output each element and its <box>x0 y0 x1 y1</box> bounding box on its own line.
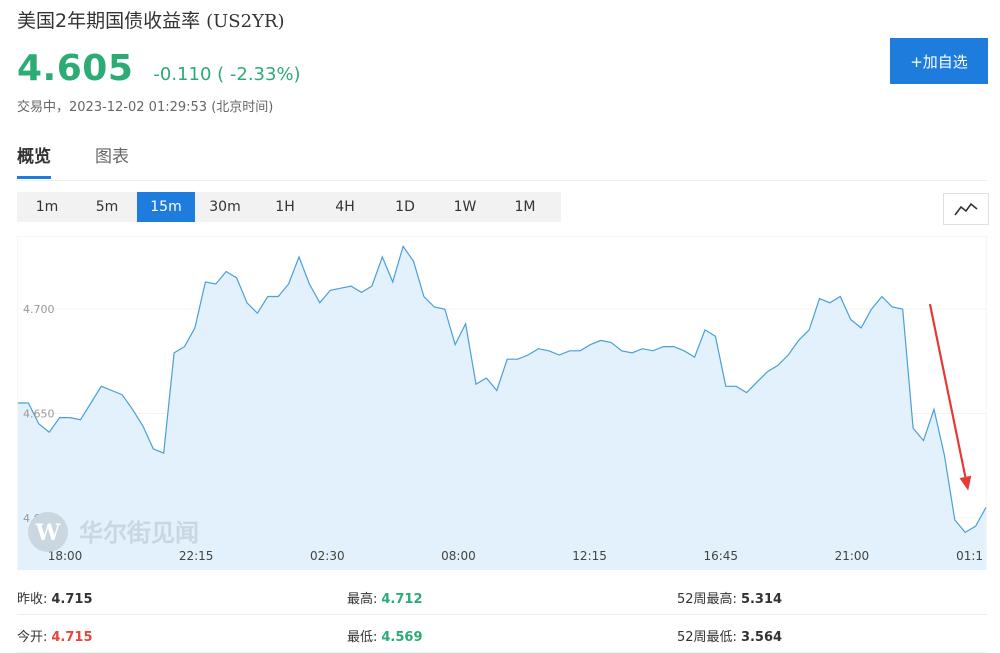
stat-value: 3.564 <box>740 630 783 645</box>
x-tick-label: 18:00 <box>48 549 83 563</box>
watermark: W 华尔街见闻 <box>28 512 199 552</box>
period-4h[interactable]: 4H <box>335 199 355 215</box>
y-tick-label: 4.700 <box>23 303 55 316</box>
stat-label: 52周最高: <box>677 592 737 607</box>
price-change: -0.110 ( -2.33%) <box>153 64 301 85</box>
stat-value: 4.712 <box>381 592 423 607</box>
current-price: 4.605 <box>17 48 134 89</box>
stat-label: 昨收: <box>17 592 48 607</box>
stat-52w-low: 52周最低: 3.564 <box>677 626 782 645</box>
tab-chart[interactable]: 图表 <box>95 147 129 167</box>
period-1m[interactable]: 1m <box>35 199 59 215</box>
x-tick-label: 12:15 <box>572 549 607 563</box>
stats-row-1: 昨收: 4.715 最高: 4.712 52周最高: 5.314 <box>17 578 987 615</box>
stat-value: 4.715 <box>51 592 93 607</box>
price-area <box>18 246 986 570</box>
trading-status: 交易中，2023-12-02 01:29:53 (北京时间) <box>17 100 274 115</box>
stat-label: 最低: <box>347 630 378 645</box>
watermark-logo <box>28 512 68 552</box>
x-tick-label: 08:00 <box>441 549 476 563</box>
stat-label: 今开: <box>17 630 48 645</box>
period-1d[interactable]: 1D <box>395 199 415 215</box>
annotation-arrow-head <box>959 475 972 491</box>
x-tick-label: 16:45 <box>703 549 738 563</box>
period-30m[interactable]: 30m <box>209 199 241 215</box>
stat-value: 4.715 <box>51 630 93 645</box>
add-to-watchlist-button[interactable]: +加自选 <box>890 38 988 84</box>
period-5m[interactable]: 5m <box>95 199 119 215</box>
period-1h[interactable]: 1H <box>275 199 295 215</box>
chart-type-toggle[interactable] <box>943 193 989 225</box>
x-tick-label: 02:30 <box>310 549 345 563</box>
stat-high: 最高: 4.712 <box>347 588 423 607</box>
period-selector: 1m 5m 15m 30m 1H 4H 1D 1W 1M <box>17 192 561 222</box>
main-tabs: 概览 图表 <box>17 142 987 181</box>
period-1mo[interactable]: 1M <box>514 199 536 215</box>
instrument-name: 美国2年期国债收益率 <box>17 10 201 32</box>
x-tick-label: 22:15 <box>179 549 214 563</box>
stat-open: 今开: 4.715 <box>17 626 93 645</box>
x-tick-label: 01:1 <box>956 549 983 563</box>
instrument-title: 美国2年期国债收益率 (US2YR) <box>17 6 285 33</box>
stat-low: 最低: 4.569 <box>347 626 423 645</box>
x-tick-label: 21:00 <box>835 549 870 563</box>
period-1w[interactable]: 1W <box>453 199 477 215</box>
watermark-logo-letter: W <box>35 520 61 546</box>
period-15m[interactable]: 15m <box>137 192 195 222</box>
instrument-code: (US2YR) <box>206 11 285 32</box>
watermark-text: 华尔街见闻 <box>79 519 199 547</box>
stat-52w-high: 52周最高: 5.314 <box>677 588 782 607</box>
annotation-arrow-shaft <box>928 303 967 478</box>
stat-prev-close: 昨收: 4.715 <box>17 588 93 607</box>
stat-value: 5.314 <box>740 592 783 607</box>
line-chart-icon <box>954 202 978 216</box>
stat-value: 4.569 <box>381 630 423 645</box>
stats-row-2: 今开: 4.715 最低: 4.569 52周最低: 3.564 <box>17 616 987 653</box>
price-line <box>18 245 987 534</box>
price-row: 4.605 -0.110 ( -2.33%) <box>17 48 301 89</box>
y-tick-label: 4.650 <box>23 407 55 420</box>
tab-overview[interactable]: 概览 <box>17 142 51 179</box>
stat-label: 52周最低: <box>677 630 737 645</box>
stat-label: 最高: <box>347 592 378 607</box>
